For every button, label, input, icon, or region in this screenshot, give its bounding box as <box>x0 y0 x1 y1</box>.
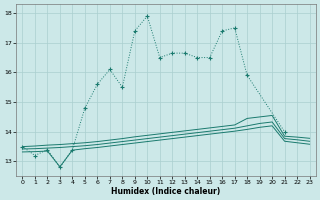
X-axis label: Humidex (Indice chaleur): Humidex (Indice chaleur) <box>111 187 221 196</box>
